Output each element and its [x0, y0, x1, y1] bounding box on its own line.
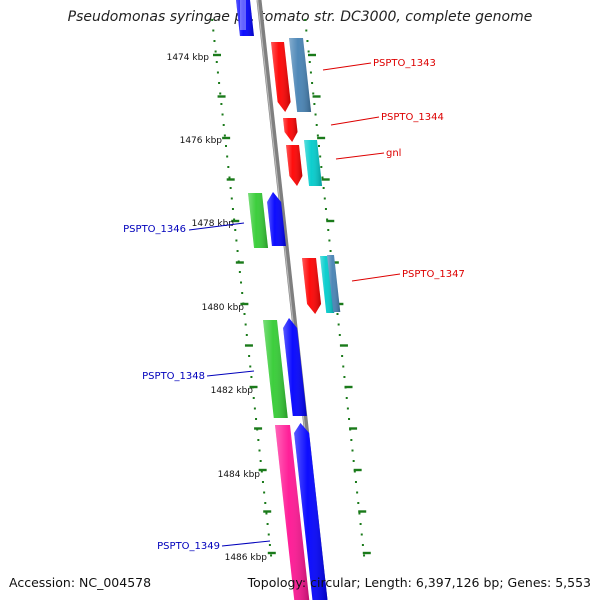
gene-labels: PSPTO_1343 PSPTO_1344 gnl PSPTO_1346 PSP…: [123, 58, 465, 552]
scale-label-1486: 1486 kbp: [225, 553, 268, 563]
rna-pspto-1347[interactable]: [320, 256, 335, 313]
cds-gnl[interactable]: [286, 145, 303, 186]
scale-label-1484: 1484 kbp: [218, 470, 261, 480]
gene-pspto-1348[interactable]: [263, 320, 288, 418]
genome-summary-text: Topology: circular; Length: 6,397,126 bp…: [247, 575, 591, 590]
gene-pspto-1347[interactable]: [327, 255, 341, 312]
scale-label-1474: 1474 kbp: [167, 53, 210, 63]
rna-gnl[interactable]: [304, 140, 323, 186]
cds-pspto-1344[interactable]: [283, 118, 298, 142]
reverse-cds-feature[interactable]: [236, 0, 254, 36]
cds-pspto-1347[interactable]: [302, 258, 322, 314]
gene-label-pspto-1348[interactable]: PSPTO_1348: [142, 371, 205, 382]
cds-pspto-1343[interactable]: [271, 42, 291, 112]
scale-labels: 1474 kbp 1476 kbp 1478 kbp 1480 kbp 1482…: [167, 53, 268, 563]
feature-pspto-1349[interactable]: [275, 425, 310, 600]
gene-label-gnl[interactable]: gnl: [386, 148, 401, 159]
gene-pspto-1346[interactable]: [248, 193, 269, 248]
scale-label-1478: 1478 kbp: [192, 219, 235, 229]
cds-pspto-1349[interactable]: [294, 423, 328, 600]
accession-text: Accession: NC_004578: [9, 575, 152, 590]
gene-label-pspto-1349[interactable]: PSPTO_1349: [157, 541, 220, 552]
map-title: Pseudomonas syringae pv. tomato str. DC3…: [67, 9, 533, 25]
gene-label-pspto-1346[interactable]: PSPTO_1346: [123, 224, 186, 235]
gene-label-pspto-1344[interactable]: PSPTO_1344: [381, 112, 444, 123]
cds-pspto-1346[interactable]: [267, 192, 286, 246]
gene-pspto-1343[interactable]: [289, 38, 312, 112]
gene-label-pspto-1343[interactable]: PSPTO_1343: [373, 58, 436, 69]
scale-label-1476: 1476 kbp: [180, 136, 223, 146]
gene-label-pspto-1347[interactable]: PSPTO_1347: [402, 269, 465, 280]
tick-marks: [211, 19, 371, 557]
scale-label-1482: 1482 kbp: [211, 386, 254, 396]
scale-label-1480: 1480 kbp: [202, 303, 245, 313]
cds-pspto-1348[interactable]: [283, 318, 307, 416]
gene-features: [236, 0, 341, 600]
